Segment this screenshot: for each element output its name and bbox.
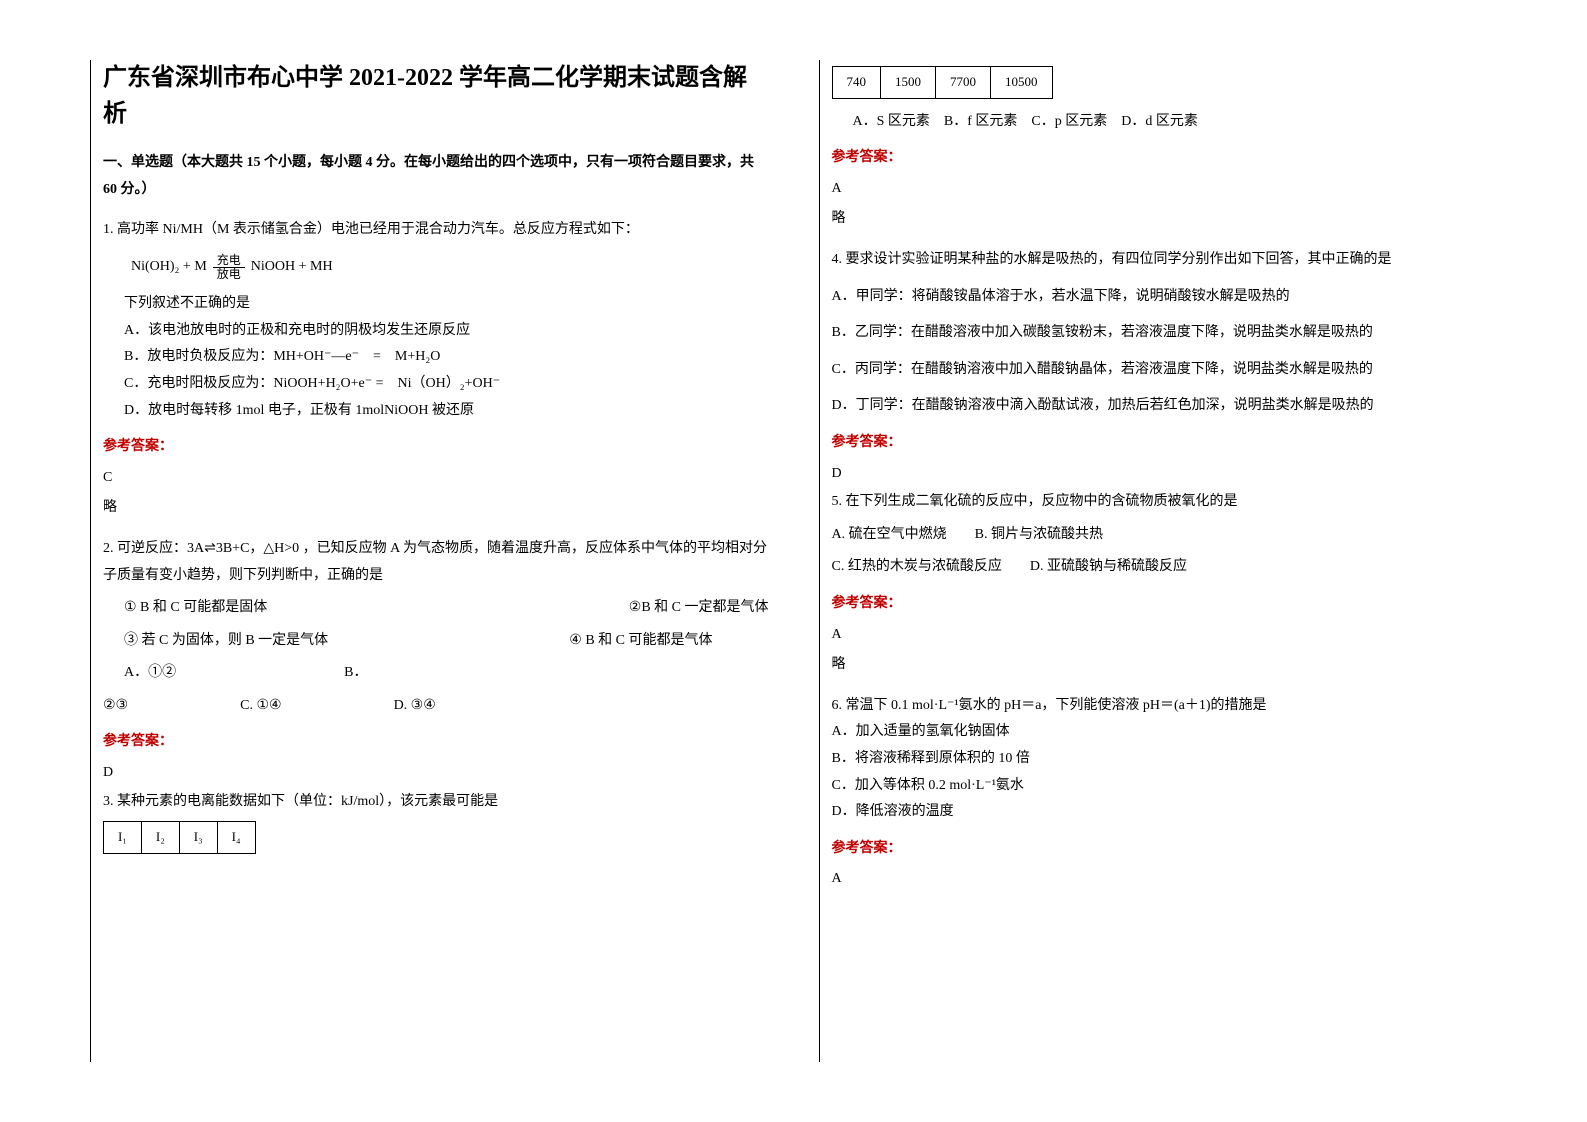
q1-eq-right: NiOOH + MH bbox=[251, 254, 333, 281]
q2-stem: 2. 可逆反应：3A⇌3B+C，△H>0 ，已知反应物 A 为气态物质，随着温度… bbox=[103, 536, 769, 589]
q2-C: C. ①④ bbox=[240, 693, 281, 720]
q5-C: C. 红热的木炭与浓硫酸反应 bbox=[832, 554, 1002, 581]
q6-opt-b: B．将溶液稀释到原体积的 10 倍 bbox=[832, 746, 1498, 773]
q3-answer: A bbox=[832, 176, 1498, 203]
q4-answer-label: 参考答案： bbox=[832, 430, 1498, 457]
q5-row1: A. 硫在空气中燃烧 B. 铜片与浓硫酸共热 bbox=[832, 522, 1498, 549]
q3-stem: 3. 某种元素的电离能数据如下（单位：kJ/mol），该元素最可能是 bbox=[103, 789, 769, 816]
q1-sub: 下列叙述不正确的是 bbox=[103, 291, 769, 318]
q1-eq-arrows: 充电 放电 bbox=[213, 254, 245, 281]
q3-h4: I₄ bbox=[217, 822, 255, 854]
q2-D: D. ③④ bbox=[394, 693, 436, 720]
q2-line2a: ②③ bbox=[103, 693, 128, 720]
q3-h2: I₂ bbox=[141, 822, 179, 854]
q4-opt-d: D．丁同学：在醋酸钠溶液中滴入酚酞试液，加热后若红色加深，说明盐类水解是吸热的 bbox=[832, 393, 1498, 420]
q2-o2: ②B 和 C 一定都是气体 bbox=[629, 595, 769, 622]
q1-eq-top: 充电 bbox=[213, 254, 245, 268]
doc-title: 广东省深圳市布心中学 2021-2022 学年高二化学期末试题含解析 bbox=[103, 60, 769, 132]
q1-eq-bottom: 放电 bbox=[217, 268, 241, 281]
right-column: 740 1500 7700 10500 A．S 区元素 B．f 区元素 C．p … bbox=[819, 60, 1498, 1062]
q6-opt-a: A．加入适量的氢氧化钠固体 bbox=[832, 719, 1498, 746]
q5-answer: A bbox=[832, 622, 1498, 649]
q5-D: D. 亚硫酸钠与稀硫酸反应 bbox=[1030, 554, 1187, 581]
q6-stem: 6. 常温下 0.1 mol·L⁻¹氨水的 pH＝a，下列能使溶液 pH＝(a＋… bbox=[832, 693, 1498, 720]
q2-A: A．①② bbox=[124, 660, 176, 687]
q1-answer-label: 参考答案： bbox=[103, 434, 769, 461]
q2-o3: ③ 若 C 为固体，则 B 一定是气体 bbox=[124, 628, 328, 655]
q1-opt-b: B．放电时负极反应为：MH+OH⁻—e⁻ = M+H₂O bbox=[103, 344, 769, 371]
q2-opts-row2: ③ 若 C 为固体，则 B 一定是气体 ④ B 和 C 可能都是气体 bbox=[103, 628, 769, 655]
q2-letters-row1: A．①② B． bbox=[103, 660, 769, 687]
q6-answer: A bbox=[832, 866, 1498, 893]
q3-v3: 7700 bbox=[936, 67, 991, 99]
q3-opts: A．S 区元素 B．f 区元素 C．p 区元素 D．d 区元素 bbox=[832, 109, 1498, 136]
q6-opt-c: C．加入等体积 0.2 mol·L⁻¹氨水 bbox=[832, 773, 1498, 800]
table-row: I₁ I₂ I₃ I₄ bbox=[104, 822, 256, 854]
q1-opt-d: D．放电时每转移 1mol 电子，正极有 1molNiOOH 被还原 bbox=[103, 398, 769, 425]
q5-row2: C. 红热的木炭与浓硫酸反应 D. 亚硫酸钠与稀硫酸反应 bbox=[832, 554, 1498, 581]
q5-stem: 5. 在下列生成二氧化硫的反应中，反应物中的含硫物质被氧化的是 bbox=[832, 489, 1498, 516]
q1-answer: C bbox=[103, 465, 769, 492]
q2-answer-label: 参考答案： bbox=[103, 729, 769, 756]
q3-answer-label: 参考答案： bbox=[832, 145, 1498, 172]
q2-answer: D bbox=[103, 760, 769, 787]
q4-answer: D bbox=[832, 461, 1498, 488]
q3-h3: I₃ bbox=[179, 822, 217, 854]
q4-opt-c: C．丙同学：在醋酸钠溶液中加入醋酸钠晶体，若溶液温度下降，说明盐类水解是吸热的 bbox=[832, 357, 1498, 384]
q2-o4: ④ B 和 C 可能都是气体 bbox=[569, 628, 712, 655]
q4-opt-a: A．甲同学：将硝酸铵晶体溶于水，若水温下降，说明硝酸铵水解是吸热的 bbox=[832, 284, 1498, 311]
q1-opt-a: A．该电池放电时的正极和充电时的阴极均发生还原反应 bbox=[103, 318, 769, 345]
q6-answer-label: 参考答案： bbox=[832, 836, 1498, 863]
q3-ion-table-header: I₁ I₂ I₃ I₄ bbox=[103, 821, 256, 854]
q6-opt-d: D．降低溶液的温度 bbox=[832, 799, 1498, 826]
q2-B: B． bbox=[344, 660, 367, 687]
q3-h1: I₁ bbox=[104, 822, 142, 854]
q1-stem: 1. 高功率 Ni/MH（M 表示储氢合金）电池已经用于混合动力汽车。总反应方程… bbox=[103, 217, 769, 244]
q1-equation: Ni(OH)₂ + M 充电 放电 NiOOH + MH bbox=[103, 254, 769, 281]
q1-opt-c: C．充电时阳极反应为：NiOOH+H₂O+e⁻ = Ni（OH）₂+OH⁻ bbox=[103, 371, 769, 398]
q5-A: A. 硫在空气中燃烧 bbox=[832, 522, 947, 549]
q1-eq-left: Ni(OH)₂ + M bbox=[131, 254, 207, 281]
q3-note: 略 bbox=[832, 206, 1498, 233]
q2-letters-row2: ②③ C. ①④ D. ③④ bbox=[103, 693, 769, 720]
q2-o1: ① B 和 C 可能都是固体 bbox=[124, 595, 267, 622]
q3-ion-table-values: 740 1500 7700 10500 bbox=[832, 66, 1053, 99]
q4-opt-b: B．乙同学：在醋酸溶液中加入碳酸氢铵粉末，若溶液温度下降，说明盐类水解是吸热的 bbox=[832, 320, 1498, 347]
left-column: 广东省深圳市布心中学 2021-2022 学年高二化学期末试题含解析 一、单选题… bbox=[90, 60, 769, 1062]
q5-B: B. 铜片与浓硫酸共热 bbox=[975, 522, 1103, 549]
table-row: 740 1500 7700 10500 bbox=[832, 67, 1052, 99]
q5-answer-label: 参考答案： bbox=[832, 591, 1498, 618]
section-1-header: 一、单选题（本大题共 15 个小题，每小题 4 分。在每小题给出的四个选项中，只… bbox=[103, 150, 769, 203]
q4-stem: 4. 要求设计实验证明某种盐的水解是吸热的，有四位同学分别作出如下回答，其中正确… bbox=[832, 247, 1498, 274]
q3-v4: 10500 bbox=[991, 67, 1053, 99]
q3-v2: 1500 bbox=[881, 67, 936, 99]
q1-note: 略 bbox=[103, 495, 769, 522]
q3-v1: 740 bbox=[832, 67, 881, 99]
q2-opts-row1: ① B 和 C 可能都是固体 ②B 和 C 一定都是气体 bbox=[103, 595, 769, 622]
q5-note: 略 bbox=[832, 652, 1498, 679]
